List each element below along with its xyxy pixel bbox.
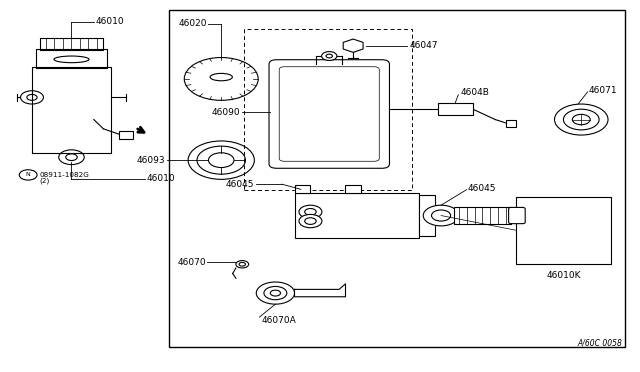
Circle shape bbox=[299, 214, 322, 228]
Circle shape bbox=[239, 262, 246, 266]
Circle shape bbox=[554, 104, 608, 135]
FancyBboxPatch shape bbox=[509, 208, 525, 224]
Bar bbox=[119, 131, 133, 139]
Polygon shape bbox=[32, 67, 111, 153]
Bar bbox=[294, 185, 310, 193]
Circle shape bbox=[431, 210, 451, 221]
Ellipse shape bbox=[54, 56, 89, 62]
Circle shape bbox=[523, 212, 536, 219]
Circle shape bbox=[264, 286, 287, 300]
Bar bbox=[438, 103, 473, 115]
Bar bbox=[346, 185, 362, 193]
Bar bbox=[244, 29, 412, 190]
Circle shape bbox=[19, 170, 37, 180]
Circle shape bbox=[27, 94, 37, 100]
Circle shape bbox=[516, 208, 541, 223]
Text: N: N bbox=[26, 173, 31, 177]
Circle shape bbox=[326, 54, 332, 58]
Text: A/60C 0058: A/60C 0058 bbox=[578, 339, 623, 347]
Circle shape bbox=[299, 205, 322, 218]
Text: 46010: 46010 bbox=[96, 17, 124, 26]
Polygon shape bbox=[294, 184, 419, 238]
Bar bbox=[169, 10, 625, 347]
Text: 46045: 46045 bbox=[468, 184, 497, 193]
Ellipse shape bbox=[210, 73, 232, 81]
Circle shape bbox=[184, 58, 258, 100]
Polygon shape bbox=[40, 38, 103, 50]
Text: 46071: 46071 bbox=[589, 86, 618, 94]
Text: 46045: 46045 bbox=[226, 180, 254, 189]
Circle shape bbox=[197, 146, 246, 174]
Text: 46070: 46070 bbox=[177, 258, 206, 267]
Circle shape bbox=[305, 218, 316, 224]
Text: 46090: 46090 bbox=[211, 108, 240, 117]
Circle shape bbox=[59, 150, 84, 164]
Circle shape bbox=[423, 205, 459, 226]
Bar bbox=[506, 119, 516, 127]
Text: 08911-1082G: 08911-1082G bbox=[40, 172, 90, 178]
Bar bbox=[294, 193, 419, 238]
Circle shape bbox=[236, 260, 248, 268]
FancyBboxPatch shape bbox=[269, 60, 390, 168]
Text: (2): (2) bbox=[40, 177, 50, 184]
Text: 4604B: 4604B bbox=[460, 89, 489, 97]
Text: 46010K: 46010K bbox=[546, 271, 580, 280]
Circle shape bbox=[66, 154, 77, 161]
Bar bbox=[454, 208, 511, 224]
Circle shape bbox=[256, 282, 294, 304]
Bar bbox=[516, 197, 611, 263]
Text: 46020: 46020 bbox=[179, 19, 207, 28]
Text: 46047: 46047 bbox=[409, 41, 438, 50]
Circle shape bbox=[270, 290, 280, 296]
Circle shape bbox=[209, 153, 234, 167]
Circle shape bbox=[20, 91, 44, 104]
Circle shape bbox=[188, 141, 254, 179]
Polygon shape bbox=[294, 284, 346, 297]
Circle shape bbox=[572, 114, 590, 125]
Circle shape bbox=[563, 109, 599, 130]
Bar bbox=[419, 195, 435, 236]
Text: 46070A: 46070A bbox=[261, 316, 296, 325]
Circle shape bbox=[347, 42, 360, 49]
Text: 46093: 46093 bbox=[136, 155, 165, 165]
Circle shape bbox=[321, 52, 337, 61]
Polygon shape bbox=[36, 49, 106, 68]
Circle shape bbox=[305, 209, 316, 215]
Text: 46010: 46010 bbox=[147, 174, 175, 183]
